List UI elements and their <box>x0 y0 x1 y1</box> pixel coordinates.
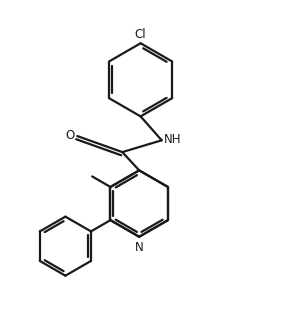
Text: Cl: Cl <box>135 28 147 41</box>
Text: NH: NH <box>164 133 181 146</box>
Text: O: O <box>65 129 74 142</box>
Text: N: N <box>135 241 144 254</box>
